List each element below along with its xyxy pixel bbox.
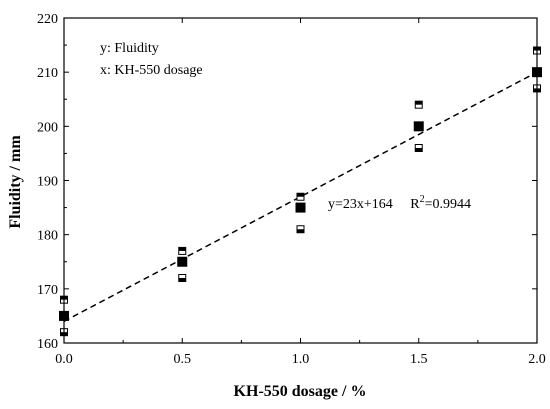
- fit-line: [63, 71, 538, 322]
- fit-equation: y=23x+164 R2=0.9944: [328, 194, 471, 212]
- fit-equation-text: y=23x+164: [328, 197, 393, 212]
- x-tick-label: 1.5: [410, 352, 428, 367]
- y-tick-label: 180: [37, 229, 58, 244]
- y-tick-label: 190: [37, 175, 58, 190]
- r2-value: =0.9944: [425, 197, 471, 212]
- r2-exponent: 2: [420, 194, 425, 205]
- r2-label: R: [410, 197, 420, 212]
- range-point: [296, 225, 305, 234]
- plot-frame: [63, 17, 538, 344]
- legend-line-y: y: Fluidity: [100, 41, 159, 56]
- y-tick-label: 200: [37, 120, 58, 135]
- range-point: [414, 100, 423, 109]
- y-axis-title: Fluidity / mm: [7, 135, 24, 229]
- x-tick-label: 0.0: [55, 352, 73, 367]
- y-tick-label: 210: [37, 66, 58, 81]
- range-point: [296, 192, 305, 201]
- x-axis-title: KH-550 dosage / %: [234, 383, 367, 400]
- fit-layer: [63, 71, 538, 322]
- mean-point: [295, 202, 306, 213]
- y-tick-label: 170: [37, 283, 58, 298]
- points-layer: [59, 46, 542, 337]
- range-point: [414, 144, 423, 152]
- x-tick-label: 1.0: [292, 352, 310, 367]
- y-tick-label: 220: [37, 12, 58, 27]
- legend-line-x: x: KH-550 dosage: [100, 63, 203, 78]
- y-tick-label: 160: [37, 337, 58, 352]
- x-tick-label: 2.0: [528, 352, 546, 367]
- x-tick-label: 0.5: [174, 352, 192, 367]
- mean-point: [177, 256, 188, 267]
- annotation-box: y: Fluidity x: KH-550 dosage: [100, 41, 203, 78]
- range-point: [178, 246, 187, 255]
- range-point: [178, 274, 187, 282]
- mean-point: [413, 121, 424, 132]
